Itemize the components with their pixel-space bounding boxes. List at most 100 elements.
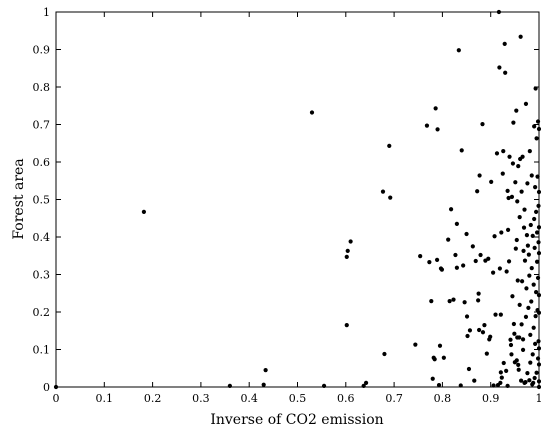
data-point — [527, 274, 531, 278]
y-tick-label: 0.4 — [33, 231, 51, 244]
data-point — [497, 65, 501, 69]
data-point — [536, 240, 540, 244]
data-point — [536, 356, 540, 360]
data-point — [533, 185, 537, 189]
data-point — [435, 258, 439, 262]
data-point — [531, 352, 535, 356]
y-tick-label: 0.6 — [33, 156, 51, 169]
data-point — [535, 230, 539, 234]
data-point — [511, 121, 515, 125]
data-point — [448, 299, 452, 303]
data-point — [455, 222, 459, 226]
data-point — [528, 361, 532, 365]
data-point — [524, 286, 528, 290]
data-point — [534, 86, 538, 90]
data-point — [522, 226, 526, 230]
data-point — [262, 383, 266, 387]
data-point — [537, 293, 541, 297]
data-point — [461, 263, 465, 267]
data-point — [536, 276, 540, 280]
data-point — [534, 314, 538, 318]
data-point — [537, 251, 541, 255]
data-point — [537, 362, 541, 366]
data-point — [532, 124, 536, 128]
data-point — [500, 376, 504, 380]
x-tick-label: 0 — [53, 392, 60, 405]
data-point — [520, 190, 524, 194]
data-point — [345, 323, 349, 327]
data-point — [531, 381, 535, 385]
y-tick-label: 0.1 — [33, 344, 51, 357]
data-point — [503, 71, 507, 75]
data-point — [528, 149, 532, 153]
data-point — [442, 356, 446, 360]
x-axis-label: Inverse of CO2 emission — [210, 412, 383, 428]
data-point — [536, 204, 540, 208]
data-point — [537, 127, 541, 131]
data-point — [532, 326, 536, 330]
data-point — [510, 294, 514, 298]
scatter-points — [54, 10, 541, 389]
data-point — [517, 335, 521, 339]
x-tick-label: 1 — [536, 392, 541, 405]
data-point — [522, 208, 526, 212]
data-point — [524, 315, 528, 319]
x-tick-label: 0.2 — [144, 392, 162, 405]
data-point — [505, 269, 509, 273]
data-point — [497, 10, 501, 14]
data-point — [460, 148, 464, 152]
data-point — [474, 259, 478, 263]
data-point — [527, 378, 531, 382]
data-point — [533, 246, 537, 250]
data-point — [519, 35, 523, 39]
data-point — [525, 233, 529, 237]
y-tick-label: 0.2 — [33, 306, 51, 319]
data-point — [429, 299, 433, 303]
data-point — [440, 268, 444, 272]
data-point — [477, 328, 481, 332]
data-point — [488, 335, 492, 339]
data-point — [516, 164, 520, 168]
data-point — [433, 357, 437, 361]
data-point — [535, 175, 539, 179]
data-point — [364, 381, 368, 385]
data-point — [499, 370, 503, 374]
data-point — [534, 136, 538, 140]
data-point — [523, 259, 527, 263]
data-point — [516, 363, 520, 367]
data-point — [413, 343, 417, 347]
y-tick-label: 0.7 — [33, 119, 51, 132]
data-point — [435, 127, 439, 131]
data-point — [476, 298, 480, 302]
data-point — [527, 253, 531, 257]
data-point — [533, 342, 537, 346]
data-point — [425, 124, 429, 128]
data-point — [491, 271, 495, 275]
data-point — [515, 199, 519, 203]
data-point — [54, 385, 58, 389]
data-point — [459, 383, 463, 387]
data-point — [491, 383, 495, 387]
data-point — [492, 234, 496, 238]
data-point — [418, 254, 422, 258]
data-point — [322, 384, 326, 388]
data-point — [537, 225, 541, 229]
data-point — [463, 300, 467, 304]
data-point — [438, 344, 442, 348]
data-point — [537, 379, 541, 383]
data-point — [520, 279, 524, 283]
data-point — [532, 217, 536, 221]
data-point — [535, 260, 539, 264]
data-point — [532, 283, 536, 287]
data-point — [453, 253, 457, 257]
data-point — [514, 109, 518, 113]
data-point — [465, 334, 469, 338]
y-axis-ticks: 00.10.20.30.40.50.60.70.80.91 — [33, 6, 540, 394]
data-point — [427, 260, 431, 264]
data-point — [228, 384, 232, 388]
data-point — [531, 234, 535, 238]
data-point — [467, 367, 471, 371]
data-point — [434, 106, 438, 110]
data-point — [536, 339, 540, 343]
